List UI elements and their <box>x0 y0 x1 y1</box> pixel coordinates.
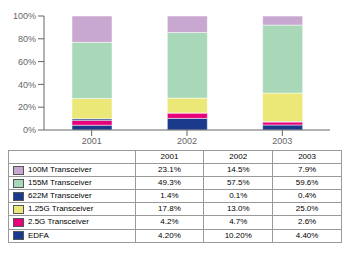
html-text:13.0%: 13.0% <box>226 204 250 214</box>
svg-text:60%: 60% <box>18 57 36 67</box>
html-text:100M Transceiver: 100M Transceiver <box>28 165 92 174</box>
html-text:2.5G Transceiver: 2.5G Transceiver <box>28 217 89 227</box>
html-text:7.9%: 7.9% <box>298 165 317 174</box>
html-text:0.4%: 0.4% <box>298 191 317 201</box>
html-text:155M Transceiver: 155M Transceiver <box>28 178 92 188</box>
html-text:4.20%: 4.20% <box>158 230 181 240</box>
html-text:2001: 2001 <box>160 152 179 161</box>
html-text:57.5%: 57.5% <box>226 178 250 188</box>
html-text:0.1%: 0.1% <box>229 191 248 201</box>
html-text:17.8%: 17.8% <box>158 204 181 214</box>
html-text:25.0%: 25.0% <box>295 204 319 214</box>
svg-text:2002: 2002 <box>177 136 197 146</box>
html-text:4.7%: 4.7% <box>229 217 248 227</box>
svg-text:40%: 40% <box>18 80 36 90</box>
svg-text:20%: 20% <box>18 102 36 112</box>
html-text:2002: 2002 <box>229 152 248 161</box>
html-text:23.1%: 23.1% <box>158 165 181 174</box>
html-text:4.40%: 4.40% <box>295 230 319 240</box>
html-text:2.6%: 2.6% <box>298 217 317 227</box>
svg-text:2003: 2003 <box>272 136 292 146</box>
svg-text:0%: 0% <box>23 125 36 135</box>
html-text:14.5%: 14.5% <box>226 165 250 174</box>
svg-text:80%: 80% <box>18 34 36 44</box>
html-text:622M Transceiver: 622M Transceiver <box>28 191 92 201</box>
svg-text:2001: 2001 <box>82 136 102 146</box>
html-text:2003: 2003 <box>298 152 316 161</box>
html-text:59.6%: 59.6% <box>295 178 319 188</box>
html-text:4.2%: 4.2% <box>160 217 179 227</box>
html-text:10.20%: 10.20% <box>224 230 252 240</box>
html-text:EDFA: EDFA <box>28 230 49 240</box>
html-text:1.25G Transceiver: 1.25G Transceiver <box>28 204 94 214</box>
html-text:49.3%: 49.3% <box>158 178 181 188</box>
html-text:1.4%: 1.4% <box>160 191 179 201</box>
svg-text:100%: 100% <box>13 11 36 21</box>
